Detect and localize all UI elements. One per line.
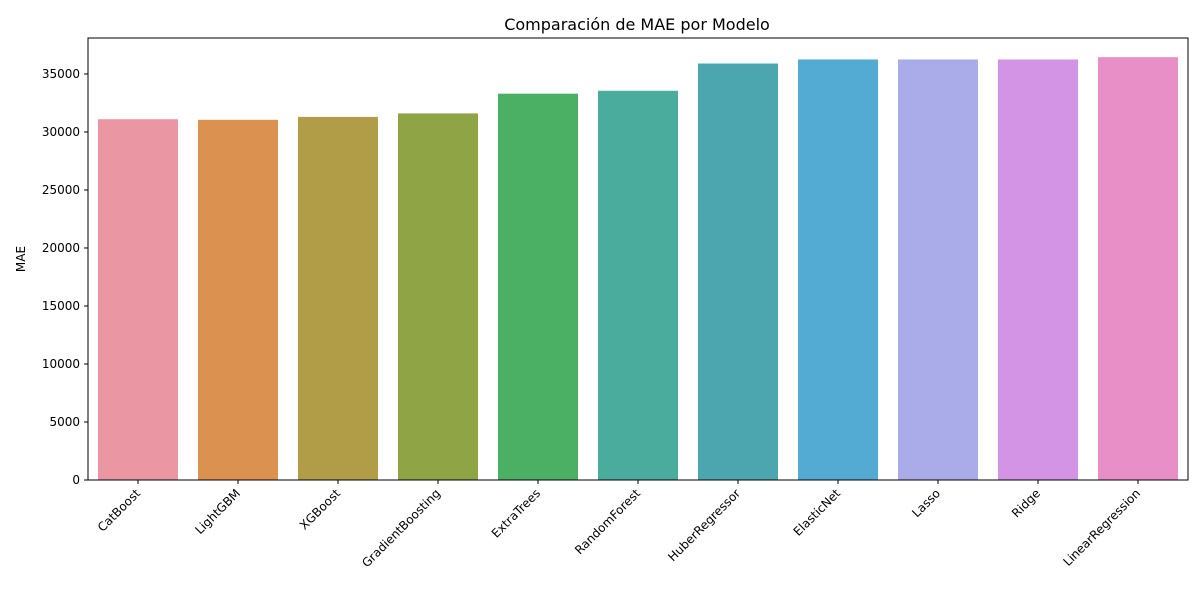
bar-xgboost <box>298 116 378 480</box>
chart-title: Comparación de MAE por Modelo <box>504 15 770 34</box>
x-tick-label: Lasso <box>909 486 943 520</box>
bar-lightgbm <box>198 119 278 480</box>
y-tick-label: 15000 <box>42 299 80 313</box>
y-axis-label: MAE <box>14 246 28 272</box>
bar-lasso <box>898 59 978 480</box>
y-tick-label: 20000 <box>42 241 80 255</box>
x-tick-label: XGBoost <box>297 486 343 532</box>
x-tick-label: ExtraTrees <box>489 486 543 540</box>
y-tick-label: 25000 <box>42 183 80 197</box>
bar-randomforest <box>598 90 678 480</box>
x-tick-label: LightGBM <box>192 486 243 537</box>
x-tick-label: RandomForest <box>572 486 643 557</box>
x-tick-label: CatBoost <box>95 486 144 535</box>
x-tick-label: LinearRegression <box>1060 486 1143 569</box>
bar-extratrees <box>498 93 578 481</box>
y-axis-ticks: 0 5000 10000 15000 20000 25000 30000 35000 <box>42 67 88 487</box>
plot-frame <box>87 37 1189 481</box>
x-tick-label: HuberRegressor <box>665 486 743 564</box>
bar-huberregressor <box>698 63 778 480</box>
bar-linearregression <box>1098 57 1178 481</box>
bars-group <box>98 57 1178 481</box>
x-axis-ticks: CatBoost LightGBM XGBoost GradientBoosting E… <box>95 480 1143 570</box>
x-tick-label: ElasticNet <box>791 486 844 539</box>
x-tick-label: GradientBoosting <box>359 486 443 570</box>
x-tick-label: Ridge <box>1009 486 1043 520</box>
y-tick-label: 0 <box>72 473 80 487</box>
bar-gradientboosting <box>398 113 478 480</box>
y-tick-label: 10000 <box>42 357 80 371</box>
y-tick-label: 35000 <box>42 67 80 81</box>
y-tick-label: 5000 <box>49 415 80 429</box>
bar-catboost <box>98 119 178 481</box>
bar-elasticnet <box>798 59 878 480</box>
y-tick-label: 30000 <box>42 125 80 139</box>
bar-ridge <box>998 59 1078 480</box>
